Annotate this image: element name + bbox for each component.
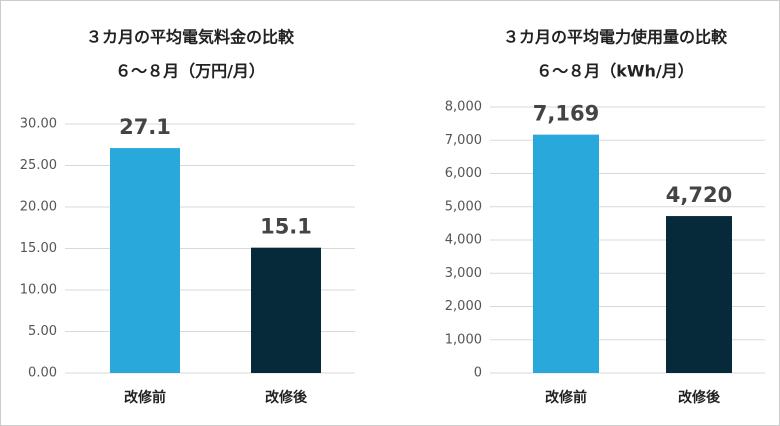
chart-title: ３カ月の平均電力使用量の比較 <box>503 28 728 47</box>
y-tick-label: 5.00 <box>28 324 57 339</box>
y-tick-label: 4,000 <box>445 233 482 248</box>
value-label: 4,720 <box>666 183 732 207</box>
y-tick-label: 10.00 <box>20 283 57 298</box>
value-label: 27.1 <box>119 115 171 139</box>
y-tick-label: 5,000 <box>445 199 482 214</box>
y-tick-label: 30.00 <box>20 117 57 132</box>
chart-title: ３カ月の平均電気料金の比較 <box>86 28 295 47</box>
bar <box>110 148 180 373</box>
y-tick-label: 6,000 <box>445 166 482 181</box>
chart-subtitle: ６～８月（kWh/月） <box>536 62 694 81</box>
y-tick-label: 3,000 <box>445 266 482 281</box>
x-tick-label: 改修前 <box>545 389 587 406</box>
y-tick-label: 7,000 <box>445 133 482 148</box>
value-label: 15.1 <box>260 215 312 239</box>
y-tick-label: 0.00 <box>28 366 57 381</box>
bar <box>666 216 732 373</box>
y-tick-label: 0 <box>474 366 482 381</box>
bar <box>533 134 599 373</box>
chart-subtitle: ６～８月（万円/月） <box>115 62 265 81</box>
y-tick-label: 15.00 <box>20 241 57 256</box>
y-tick-label: 8,000 <box>445 100 482 115</box>
value-label: 7,169 <box>533 102 599 126</box>
bar <box>251 247 321 373</box>
x-tick-label: 改修前 <box>124 389 166 406</box>
y-tick-label: 2,000 <box>445 299 482 314</box>
y-tick-label: 20.00 <box>20 200 57 215</box>
y-tick-label: 1,000 <box>445 332 482 347</box>
x-tick-label: 改修後 <box>678 389 721 406</box>
x-tick-label: 改修後 <box>265 389 308 406</box>
y-tick-label: 25.00 <box>20 158 57 173</box>
